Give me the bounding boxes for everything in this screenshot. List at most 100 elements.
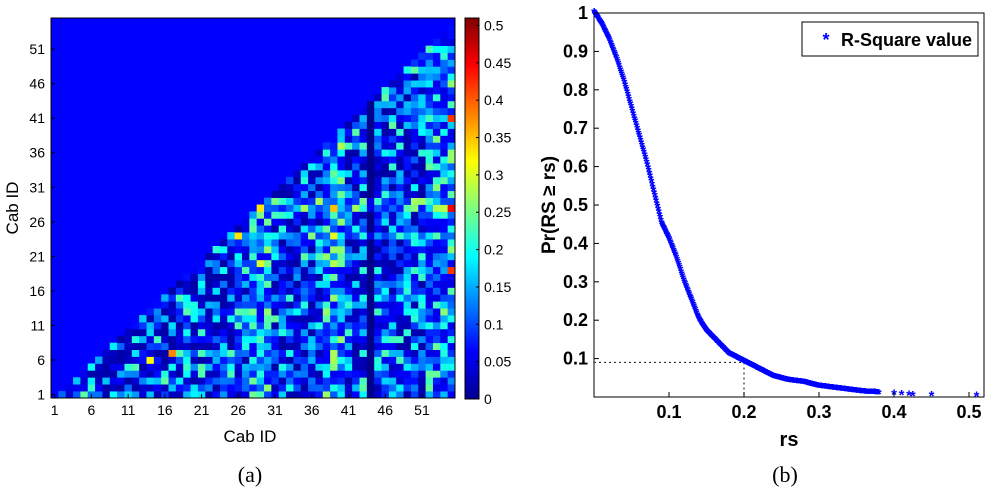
heatmap-cell xyxy=(374,239,382,247)
heatmap-cell xyxy=(381,377,390,385)
heatmap-cell xyxy=(308,377,316,385)
heatmap-cell xyxy=(308,218,316,226)
data-point: * xyxy=(661,222,667,239)
heatmap-cell xyxy=(293,391,302,399)
heatmap-cell xyxy=(388,135,397,143)
data-point: * xyxy=(721,341,727,358)
heatmap-cell xyxy=(175,287,184,295)
colorbar-tick-label: 0.2 xyxy=(484,242,504,258)
data-point: * xyxy=(599,16,605,33)
heatmap-cell xyxy=(212,280,221,288)
heatmap-cell xyxy=(396,100,404,109)
data-point: * xyxy=(749,359,755,376)
heatmap-cell xyxy=(271,252,280,261)
heatmap-cell xyxy=(359,225,368,233)
heatmap-cell xyxy=(278,280,287,288)
heatmap-cell xyxy=(183,384,191,392)
heatmap-cell xyxy=(249,363,258,371)
data-point: * xyxy=(643,153,649,170)
heatmap-cell xyxy=(337,328,346,337)
heatmap-cell xyxy=(249,384,258,392)
data-point: * xyxy=(821,380,827,397)
heatmap-cell xyxy=(432,322,441,330)
heatmap-cell xyxy=(197,287,206,295)
data-point: * xyxy=(852,384,858,401)
heatmap-cell xyxy=(366,121,375,129)
heatmap-cell xyxy=(278,266,287,274)
heatmap-cell xyxy=(374,377,382,385)
heatmap-cell xyxy=(374,252,382,261)
heatmap-cell xyxy=(315,384,324,392)
heatmap-cell xyxy=(337,149,346,157)
data-point: * xyxy=(800,375,806,392)
data-point: * xyxy=(642,148,648,165)
heatmap-cell xyxy=(330,190,338,198)
heatmap-cell xyxy=(418,183,426,192)
data-point: * xyxy=(713,333,719,350)
data-point: * xyxy=(828,381,834,398)
heatmap-cell xyxy=(146,328,155,337)
data-point: * xyxy=(754,361,760,378)
data-point: * xyxy=(869,386,875,403)
heatmap-cell xyxy=(234,315,243,323)
heatmap-cell xyxy=(374,163,382,171)
heatmap-cell xyxy=(249,211,258,219)
heatmap-cell xyxy=(388,328,397,337)
data-point: * xyxy=(605,29,611,46)
x-tick-label: 0.2 xyxy=(731,402,756,422)
data-point: * xyxy=(899,387,905,404)
heatmap-cell xyxy=(146,349,155,357)
data-point: * xyxy=(732,350,738,367)
x-tick-label: 36 xyxy=(304,402,320,418)
heatmap-cell xyxy=(212,363,221,371)
heatmap-cell xyxy=(322,363,331,371)
heatmap-cell xyxy=(131,384,140,392)
heatmap-cell xyxy=(286,239,294,247)
heatmap-cell xyxy=(396,225,404,233)
legend: * R-Square value xyxy=(801,21,979,57)
heatmap-cell xyxy=(359,308,368,316)
data-point: * xyxy=(846,383,852,400)
x-tick-label: 0.4 xyxy=(881,402,906,422)
heatmap-cell xyxy=(447,294,456,302)
heatmap-cell xyxy=(337,294,346,302)
heatmap-cell xyxy=(131,391,140,399)
heatmap-cell xyxy=(432,225,441,233)
heatmap-cell xyxy=(153,342,162,350)
heatmap-cell xyxy=(190,342,199,350)
data-point: * xyxy=(655,202,661,219)
heatmap-cell xyxy=(109,363,118,371)
heatmap-cell xyxy=(410,342,419,350)
heatmap-cell xyxy=(117,370,125,378)
heatmap-cell xyxy=(374,232,382,240)
heatmap-cell xyxy=(190,349,199,357)
heatmap-cell xyxy=(374,176,382,185)
heatmap-cell xyxy=(374,287,382,295)
heatmap-cell xyxy=(219,308,228,316)
heatmap-cell xyxy=(293,370,302,378)
data-point: * xyxy=(758,363,764,380)
data-point: * xyxy=(861,385,867,402)
heatmap-cell xyxy=(410,197,419,205)
heatmap-cell xyxy=(359,335,368,344)
heatmap-cell xyxy=(425,259,434,268)
heatmap-cell xyxy=(175,322,184,330)
heatmap-cell xyxy=(366,280,375,288)
data-point: * xyxy=(702,321,708,338)
data-point: * xyxy=(773,370,779,387)
data-point: * xyxy=(854,384,860,401)
data-point: * xyxy=(700,318,706,335)
heatmap-cell xyxy=(227,335,235,344)
heatmap-cell xyxy=(308,252,316,261)
heatmap-cell xyxy=(241,232,250,240)
heatmap-cell xyxy=(425,183,434,192)
heatmap-cell xyxy=(322,280,331,288)
data-point: * xyxy=(860,385,866,402)
heatmap-cell xyxy=(256,384,265,392)
data-point: * xyxy=(738,353,744,370)
heatmap-cell xyxy=(440,246,449,254)
heatmap-cell xyxy=(425,107,434,116)
y-tick-label: 0.6 xyxy=(563,157,588,177)
heatmap-cell xyxy=(219,335,228,344)
heatmap-cell xyxy=(381,142,390,150)
